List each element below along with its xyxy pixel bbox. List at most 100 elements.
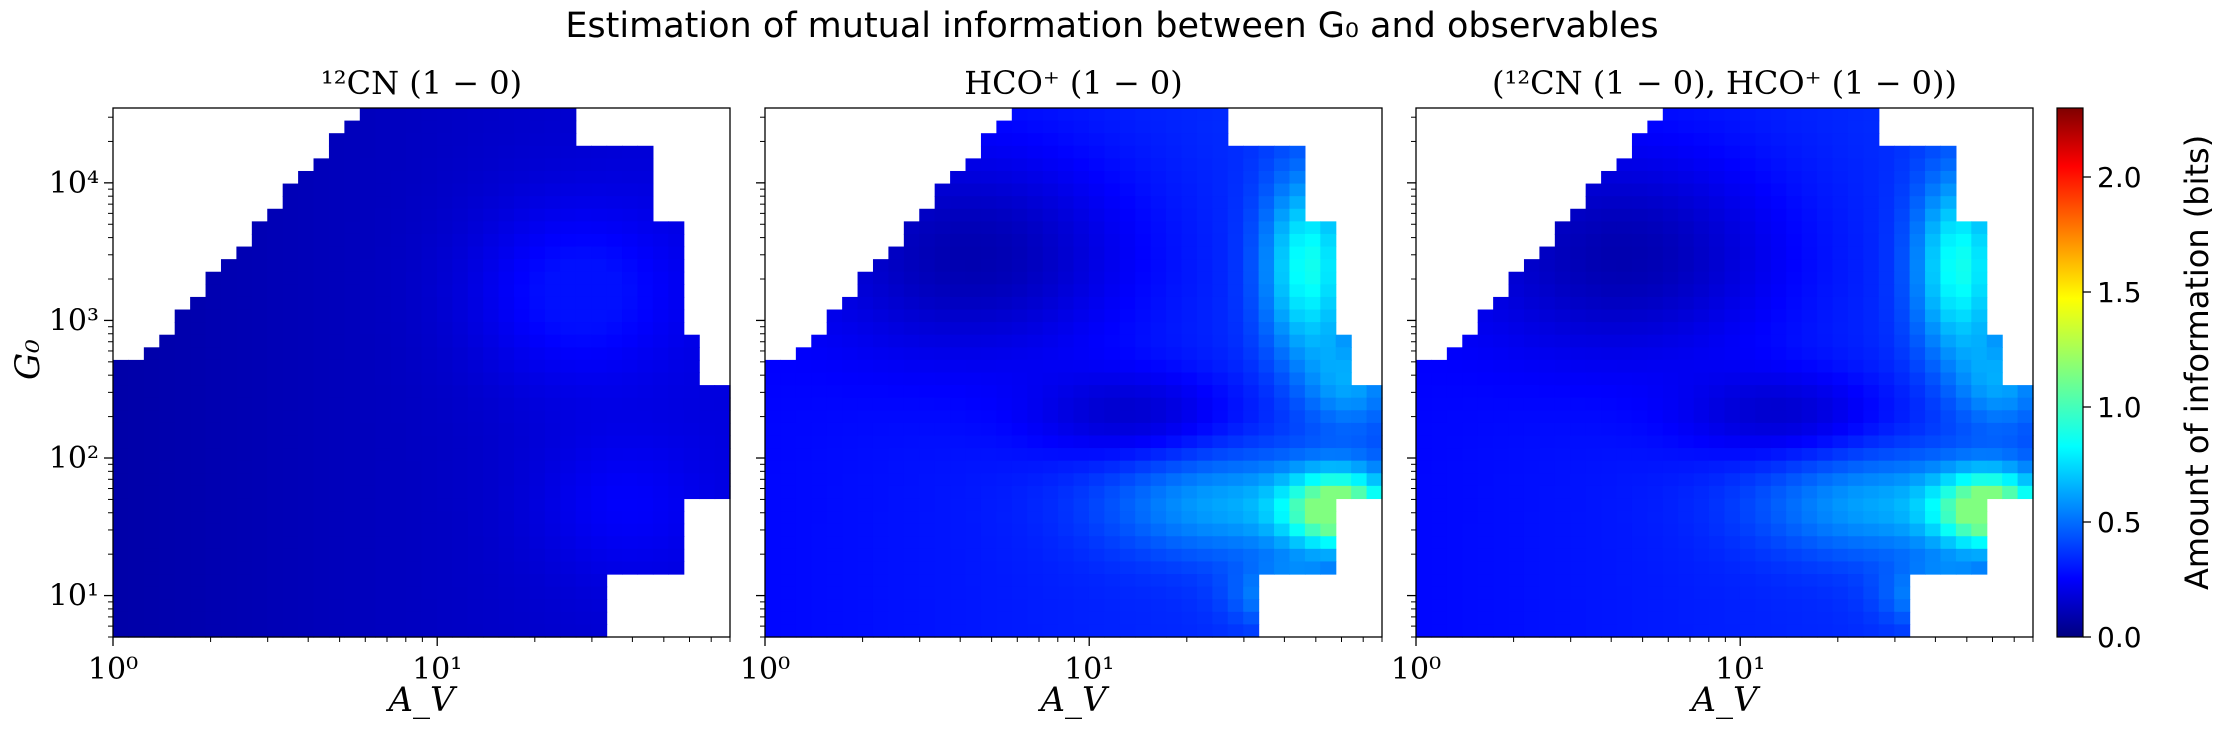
heatmap-cell — [1073, 359, 1090, 374]
heatmap-cell — [934, 259, 951, 273]
heatmap-cell — [529, 574, 546, 588]
heatmap-cell — [1909, 372, 1926, 386]
heatmap-cell — [1863, 158, 1880, 172]
heatmap-cell — [205, 334, 222, 348]
heatmap-cell — [1554, 448, 1571, 462]
heatmap-cell — [514, 145, 531, 159]
heatmap-cell — [1212, 322, 1229, 336]
heatmap-cell — [1150, 221, 1167, 235]
heatmap-cell — [980, 196, 997, 210]
heatmap-cell — [637, 221, 654, 235]
heatmap-cell — [205, 296, 222, 311]
heatmap-cell — [1940, 170, 1957, 185]
heatmap-cell — [1058, 473, 1075, 487]
heatmap-cell — [1940, 246, 1957, 260]
heatmap-cell — [1554, 422, 1571, 437]
heatmap-cell — [1539, 460, 1556, 474]
heatmap-cell — [251, 498, 268, 512]
heatmap-cell — [575, 523, 592, 537]
heatmap-cell — [1801, 246, 1818, 260]
heatmap-cell — [1335, 422, 1352, 437]
heatmap-cell — [406, 397, 423, 411]
heatmap-cell — [529, 359, 546, 374]
heatmap-cell — [1817, 599, 1834, 613]
heatmap-cell — [1724, 359, 1741, 374]
x-tick-label: 10¹ — [1715, 652, 1765, 687]
heatmap-cell — [1227, 611, 1244, 626]
heatmap-cell — [514, 196, 531, 210]
heatmap-cell — [1088, 473, 1105, 487]
heatmap-cell — [1817, 183, 1834, 197]
heatmap-cell — [436, 611, 453, 626]
heatmap-cell — [544, 611, 561, 626]
heatmap-cell — [344, 259, 361, 273]
heatmap-cell — [1477, 347, 1494, 361]
heatmap-cell — [683, 473, 700, 487]
heatmap-cell — [436, 410, 453, 424]
heatmap-cell — [436, 435, 453, 449]
heatmap-cell — [375, 271, 392, 285]
heatmap-cell — [1724, 611, 1741, 626]
heatmap-cell — [1304, 359, 1321, 374]
heatmap-cell — [1212, 485, 1229, 500]
heatmap-cell — [1166, 422, 1183, 437]
heatmap-cell — [606, 511, 623, 525]
heatmap-cell — [606, 372, 623, 386]
y-tick-label: 10³ — [49, 303, 99, 338]
heatmap-cell — [436, 397, 453, 411]
heatmap-cell — [1647, 435, 1664, 449]
heatmap-cell — [1073, 498, 1090, 512]
heatmap-cell — [359, 422, 376, 437]
heatmap-cell — [1274, 347, 1291, 361]
heatmap-cell — [143, 611, 160, 626]
heatmap-cell — [1678, 536, 1695, 550]
heatmap-cell — [1274, 359, 1291, 374]
heatmap-cell — [903, 548, 920, 563]
heatmap-cell — [1724, 221, 1741, 235]
heatmap-cell — [375, 334, 392, 348]
heatmap-cell — [514, 574, 531, 588]
heatmap-cell — [934, 246, 951, 260]
heatmap-cell — [267, 485, 284, 500]
heatmap-cell — [1647, 133, 1664, 147]
heatmap-cell — [842, 498, 859, 512]
heatmap-cell — [637, 410, 654, 424]
heatmap-cell — [1073, 183, 1090, 197]
heatmap-cell — [1416, 624, 1433, 638]
heatmap-cell — [811, 561, 828, 575]
heatmap-cell — [436, 574, 453, 588]
heatmap-cell — [1274, 208, 1291, 222]
heatmap-cell — [1801, 611, 1818, 626]
heatmap-cell — [1786, 233, 1803, 248]
heatmap-cell — [328, 574, 345, 588]
heatmap-cell — [1801, 473, 1818, 487]
heatmap-cell — [514, 410, 531, 424]
heatmap-cell — [1986, 385, 2003, 399]
heatmap-cell — [1817, 548, 1834, 563]
heatmap-cell — [1227, 586, 1244, 600]
heatmap-cell — [903, 460, 920, 474]
heatmap-cell — [1058, 422, 1075, 437]
heatmap-cell — [1678, 611, 1695, 626]
heatmap-cell — [113, 448, 130, 462]
heatmap-cell — [1894, 334, 1911, 348]
heatmap-cell — [1196, 309, 1213, 323]
heatmap-cell — [1493, 586, 1510, 600]
heatmap-cell — [251, 574, 268, 588]
heatmap-cell — [1647, 334, 1664, 348]
heatmap-cell — [1739, 460, 1756, 474]
heatmap-cell — [591, 183, 608, 197]
heatmap-cell — [1570, 271, 1587, 285]
heatmap-cell — [328, 196, 345, 210]
heatmap-cell — [452, 574, 469, 588]
heatmap-cell — [1119, 422, 1136, 437]
heatmap-cell — [1088, 511, 1105, 525]
heatmap-cell — [1847, 196, 1864, 210]
heatmap-cell — [826, 548, 843, 563]
heatmap-cell — [344, 334, 361, 348]
heatmap-cell — [1601, 574, 1618, 588]
heatmap-cell — [1088, 221, 1105, 235]
heatmap-cell — [436, 158, 453, 172]
heatmap-cell — [575, 372, 592, 386]
heatmap-cell — [359, 208, 376, 222]
